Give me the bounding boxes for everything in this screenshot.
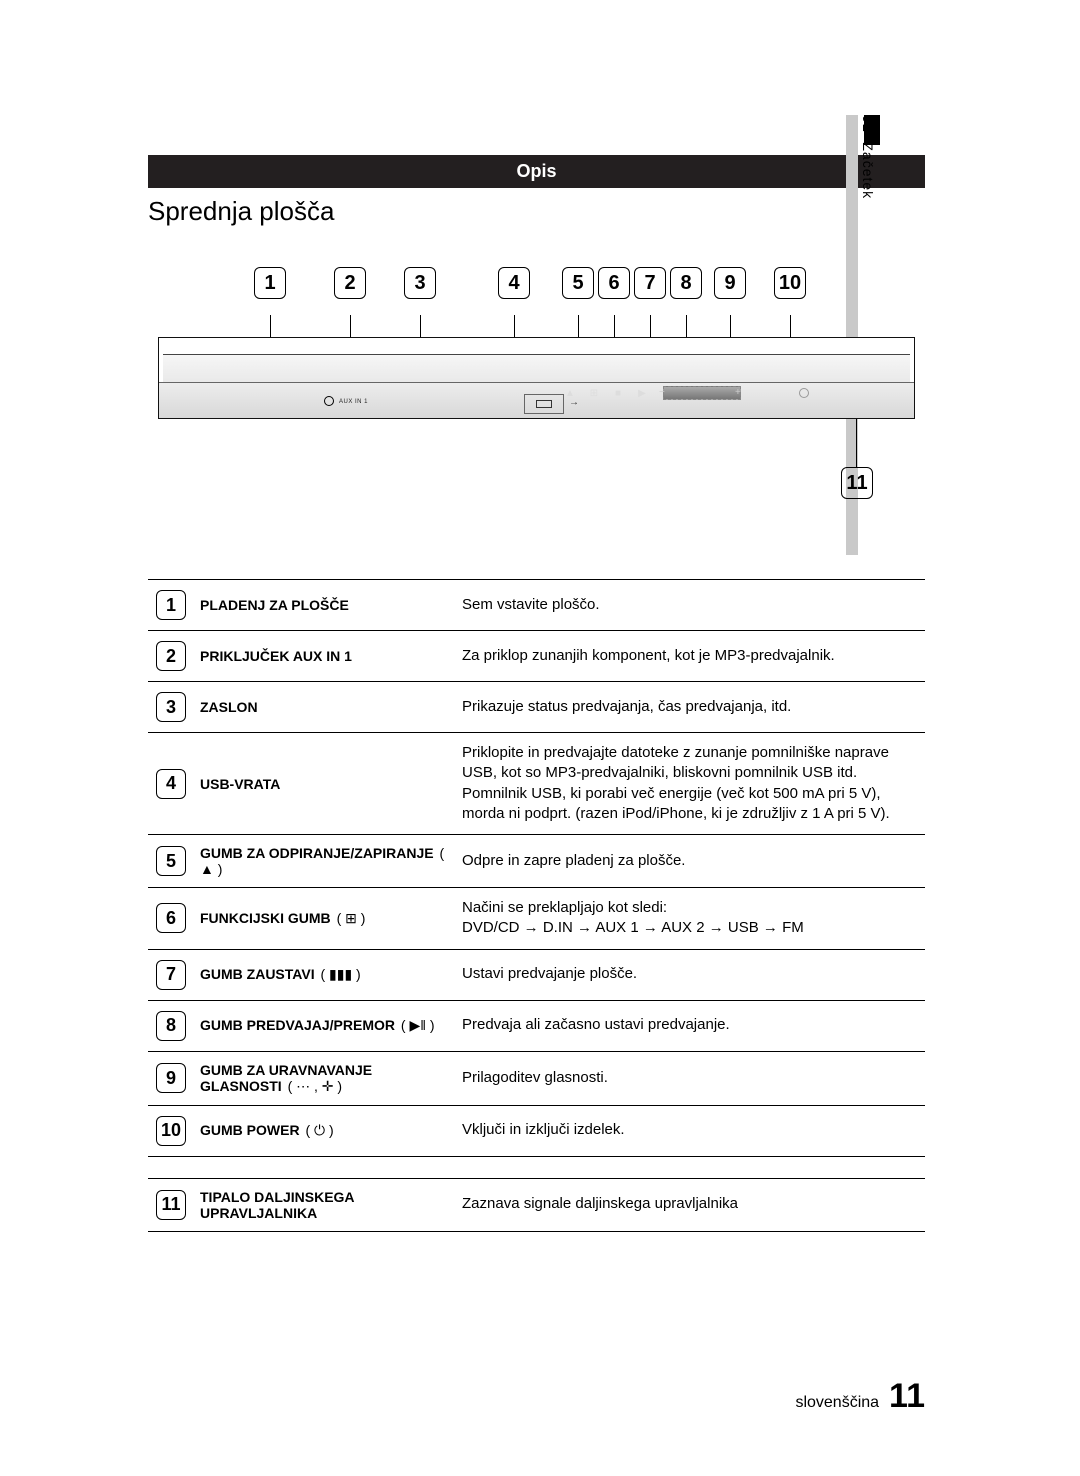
callout-number-5: 5 bbox=[562, 267, 594, 299]
leader-line bbox=[578, 315, 579, 337]
callout-number-2: 2 bbox=[334, 267, 366, 299]
footer-page-number: 11 bbox=[889, 1377, 925, 1416]
row-description: Načini se preklapljajo kot sledi:DVD/CD … bbox=[456, 888, 925, 950]
table-row: 10 GUMB POWER ( ⏻ )Vključi in izključi iz… bbox=[148, 1105, 925, 1156]
device-button-icon: ■ bbox=[613, 388, 623, 398]
table-row: 6 FUNKCIJSKI GUMB ( ⊞ )Načini se preklapl… bbox=[148, 888, 925, 950]
table-row: 7 GUMB ZAUSTAVI ( ▮▮▮ )Ustavi predvajanje… bbox=[148, 949, 925, 1000]
row-description: Prikazuje status predvajanja, čas predva… bbox=[456, 682, 925, 733]
device-tray-slot bbox=[163, 354, 910, 384]
row-number-box: 11 bbox=[156, 1190, 186, 1220]
volume-plus-icon: + bbox=[735, 387, 741, 398]
device-button-icon: ▶ bbox=[637, 388, 647, 398]
aux-label: AUX IN 1 bbox=[339, 399, 368, 405]
row-name: ZASLON bbox=[194, 682, 456, 733]
row-name: GUMB POWER ( ⏻ ) bbox=[194, 1105, 456, 1156]
leader-line bbox=[790, 315, 791, 337]
row-name-icon: ( ▶‖ ) bbox=[401, 1017, 435, 1033]
side-tab-label: Začetek bbox=[860, 142, 876, 199]
row-name: TIPALO DALJINSKEGA UPRAVLJALNIKA bbox=[194, 1178, 456, 1231]
row-name-icon: ( ⋯ , ✛ ) bbox=[288, 1078, 343, 1094]
callout-number-4: 4 bbox=[498, 267, 530, 299]
callout-number-10: 10 bbox=[774, 267, 806, 299]
row-name: PRIKLJUČEK AUX IN 1 bbox=[194, 631, 456, 682]
row-description: Prilagoditev glasnosti. bbox=[456, 1051, 925, 1105]
row-name: GUMB PREDVAJAJ/PREMOR ( ▶‖ ) bbox=[194, 1000, 456, 1051]
table-row: 3 ZASLON Prikazuje status predvajanja, ča… bbox=[148, 682, 925, 733]
row-number-box: 9 bbox=[156, 1063, 186, 1093]
leader-line bbox=[514, 315, 515, 337]
row-number-box: 6 bbox=[156, 903, 186, 933]
footer-language: slovenščina bbox=[795, 1394, 879, 1412]
row-name: GUMB ZA URAVNAVANJE GLASNOSTI ( ⋯ , ✛ ) bbox=[194, 1051, 456, 1105]
callout-number-1: 1 bbox=[254, 267, 286, 299]
row-name: USB-VRATA bbox=[194, 733, 456, 835]
usb-arrow-icon: → bbox=[569, 397, 579, 408]
callout-row: 1 2 3 456789 10 bbox=[158, 267, 915, 307]
side-tab-text: 01 Začetek bbox=[860, 115, 876, 199]
row-description: Za priklop zunanjih komponent, kot je MP… bbox=[456, 631, 925, 682]
power-icon bbox=[799, 388, 809, 398]
description-table: 1PLADENJ ZA PLOŠČE Sem vstavite ploščo.2… bbox=[148, 579, 925, 1232]
table-row: 9 GUMB ZA URAVNAVANJE GLASNOSTI ( ⋯ , ✛ )… bbox=[148, 1051, 925, 1105]
row-description: Priklopite in predvajajte datoteke z zun… bbox=[456, 733, 925, 835]
front-panel-diagram: 1 2 3 456789 10 AUX IN 1 → − + ▲ ⊞ ■ ▶ 11 bbox=[158, 267, 915, 469]
section-title: Sprednja plošča bbox=[148, 196, 925, 227]
table-row: 8 GUMB PREDVAJAJ/PREMOR ( ▶‖ )Predvaja al… bbox=[148, 1000, 925, 1051]
section-header-bar: Opis bbox=[148, 155, 925, 188]
table-row: 11 TIPALO DALJINSKEGA UPRAVLJALNIKA Zazna… bbox=[148, 1178, 925, 1231]
leader-line bbox=[686, 315, 687, 337]
row-name: FUNKCIJSKI GUMB ( ⊞ ) bbox=[194, 888, 456, 950]
row-description: Zaznava signale daljinskega upravljalnik… bbox=[456, 1178, 925, 1231]
row-name: PLADENJ ZA PLOŠČE bbox=[194, 580, 456, 631]
device-display bbox=[663, 386, 741, 400]
table-row: 5 GUMB ZA ODPIRANJE/ZAPIRANJE ( ▲ )Odpre … bbox=[148, 835, 925, 888]
row-number-box: 3 bbox=[156, 692, 186, 722]
lower-leader: 11 bbox=[158, 419, 915, 469]
callout-number-8: 8 bbox=[670, 267, 702, 299]
row-description: Sem vstavite ploščo. bbox=[456, 580, 925, 631]
row-name: GUMB ZAUSTAVI ( ▮▮▮ ) bbox=[194, 949, 456, 1000]
row-description: Predvaja ali začasno ustavi predvajanje. bbox=[456, 1000, 925, 1051]
side-tab-number: 01 bbox=[860, 115, 876, 133]
callout-number-7: 7 bbox=[634, 267, 666, 299]
row-name-icon: ( ⏻ ) bbox=[305, 1122, 333, 1138]
row-number-box: 10 bbox=[156, 1116, 186, 1146]
row-name-icon: ( ⊞ ) bbox=[337, 910, 366, 926]
callout-number-9: 9 bbox=[714, 267, 746, 299]
leader-line bbox=[350, 315, 351, 337]
callout-number-3: 3 bbox=[404, 267, 436, 299]
aux-jack-icon bbox=[324, 396, 334, 406]
row-number-box: 8 bbox=[156, 1011, 186, 1041]
row-name-icon: ( ▲ ) bbox=[200, 845, 444, 877]
row-description: Odpre in zapre pladenj za plošče. bbox=[456, 835, 925, 888]
page-footer: slovenščina 11 bbox=[795, 1377, 925, 1416]
lower-leader-line bbox=[856, 419, 857, 467]
table-row: 2 PRIKLJUČEK AUX IN 1 Za priklop zunanjih… bbox=[148, 631, 925, 682]
device-button-icon: ▲ bbox=[565, 388, 575, 398]
table-row: 4 USB-VRATA Priklopite in predvajajte dat… bbox=[148, 733, 925, 835]
row-description: Vključi in izključi izdelek. bbox=[456, 1105, 925, 1156]
leader-line bbox=[614, 315, 615, 337]
row-number-box: 1 bbox=[156, 590, 186, 620]
leader-line bbox=[270, 315, 271, 337]
device-outline: AUX IN 1 → − + ▲ ⊞ ■ ▶ bbox=[158, 337, 915, 419]
callout-number-11: 11 bbox=[841, 467, 873, 499]
row-number-box: 4 bbox=[156, 769, 186, 799]
leader-line bbox=[730, 315, 731, 337]
leader-group bbox=[158, 315, 915, 337]
row-number-box: 2 bbox=[156, 641, 186, 671]
row-number-box: 7 bbox=[156, 960, 186, 990]
volume-minus-icon: − bbox=[659, 387, 665, 398]
callout-number-6: 6 bbox=[598, 267, 630, 299]
row-name-icon: ( ▮▮▮ ) bbox=[320, 966, 360, 982]
leader-line bbox=[420, 315, 421, 337]
usb-port-icon bbox=[524, 394, 564, 414]
table-row: 1 PLADENJ ZA PLOŠČE Sem vstavite ploščo. bbox=[148, 580, 925, 631]
row-number-box: 5 bbox=[156, 846, 186, 876]
device-button-icon: ⊞ bbox=[589, 388, 599, 398]
row-name: GUMB ZA ODPIRANJE/ZAPIRANJE ( ▲ ) bbox=[194, 835, 456, 888]
leader-line bbox=[650, 315, 651, 337]
row-description: Ustavi predvajanje plošče. bbox=[456, 949, 925, 1000]
